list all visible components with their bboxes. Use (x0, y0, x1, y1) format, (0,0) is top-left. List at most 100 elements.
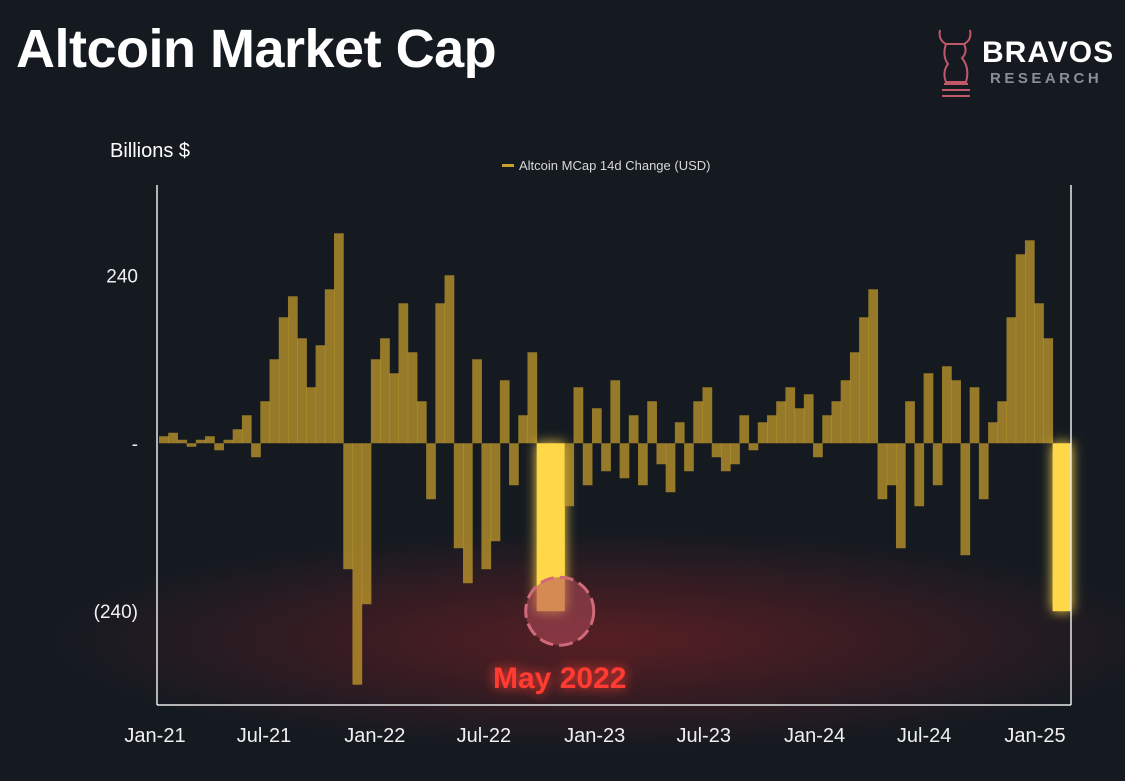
highlighted-bar (545, 443, 556, 612)
logo-sub: RESEARCH (990, 70, 1103, 87)
bar (822, 415, 832, 444)
bar (278, 317, 289, 444)
bar (1034, 303, 1044, 444)
bar (932, 443, 943, 486)
bar (978, 443, 989, 500)
bar (711, 443, 722, 458)
bar (416, 401, 427, 444)
bar (757, 422, 768, 444)
bar (195, 439, 206, 444)
bar (638, 443, 648, 486)
annotation-marker (524, 575, 596, 647)
bar (813, 443, 823, 458)
x-tick-label: Jan-21 (124, 725, 185, 747)
bar (895, 443, 906, 549)
bar (490, 443, 501, 542)
bar (739, 415, 750, 444)
bar (951, 380, 961, 444)
highlighted-bar (1061, 443, 1072, 612)
bar (269, 359, 280, 444)
bar (315, 345, 326, 444)
y-tick-label: 240 (106, 266, 138, 287)
bull-knight-icon (938, 29, 972, 97)
bar (426, 443, 436, 500)
highlighted-bar (536, 443, 547, 612)
bar (370, 359, 381, 444)
bar (619, 443, 630, 479)
annotation-label: May 2022 (493, 662, 626, 695)
bar (389, 373, 400, 444)
bar (674, 422, 685, 444)
bar (776, 401, 786, 444)
bar (988, 422, 998, 444)
bar (960, 443, 971, 556)
x-tick-label: Jul-21 (237, 725, 291, 747)
bar (767, 415, 777, 444)
bar (831, 401, 842, 444)
legend-label: Altcoin MCap 14d Change (USD) (519, 158, 711, 173)
highlighted-bar (1052, 443, 1063, 612)
bar (730, 443, 740, 465)
bar (886, 443, 897, 486)
y-axis-label: Billions $ (110, 140, 191, 162)
bar (398, 303, 409, 444)
bar (463, 443, 473, 584)
bar (803, 394, 814, 444)
logo: BRAVOS RESEARCH (934, 26, 1114, 100)
bar (573, 387, 584, 444)
bar (1015, 254, 1026, 444)
bar (684, 443, 694, 472)
bar (1024, 240, 1035, 444)
bar (849, 352, 860, 444)
bar (453, 443, 464, 549)
bar (223, 439, 234, 444)
x-tick-label: Jul-22 (457, 725, 511, 747)
red-glow (50, 530, 1125, 750)
bar (582, 443, 593, 486)
bar (334, 233, 344, 444)
bar (499, 380, 510, 444)
bar (260, 401, 271, 444)
bar (868, 289, 879, 444)
page-title: Altcoin Market Cap (16, 19, 497, 79)
bar (1006, 317, 1017, 444)
bar (527, 352, 538, 444)
bar (177, 439, 188, 444)
x-tick-label: Jan-24 (784, 725, 845, 747)
logo-brand: BRAVOS (982, 36, 1115, 69)
bar (601, 443, 611, 472)
bar (297, 338, 307, 444)
bar (186, 443, 197, 447)
bar (1043, 338, 1054, 444)
bar (481, 443, 492, 570)
bar (942, 366, 952, 444)
bar (840, 380, 851, 444)
bar (251, 443, 261, 458)
bar (647, 401, 657, 444)
bar (232, 429, 243, 444)
bar (997, 401, 1008, 444)
bar (287, 296, 298, 444)
bar (343, 443, 353, 570)
bar (380, 338, 390, 444)
bar (656, 443, 667, 465)
bar (702, 387, 713, 444)
bar (352, 443, 363, 685)
bar (444, 275, 455, 444)
bar (564, 443, 575, 507)
y-tick-label: (240) (94, 602, 138, 623)
bar (969, 387, 980, 444)
x-tick-label: Jan-25 (1004, 725, 1065, 747)
bar (214, 443, 224, 451)
x-tick-label: Jul-23 (676, 725, 730, 747)
bar (859, 317, 869, 444)
bar (435, 303, 446, 444)
bar (665, 443, 676, 493)
bar (518, 415, 528, 444)
x-tick-label: Jul-24 (897, 725, 951, 747)
bar (324, 289, 335, 444)
bar (877, 443, 888, 500)
bar (905, 401, 915, 444)
x-tick-label: Jan-22 (344, 725, 405, 747)
bar (361, 443, 372, 605)
